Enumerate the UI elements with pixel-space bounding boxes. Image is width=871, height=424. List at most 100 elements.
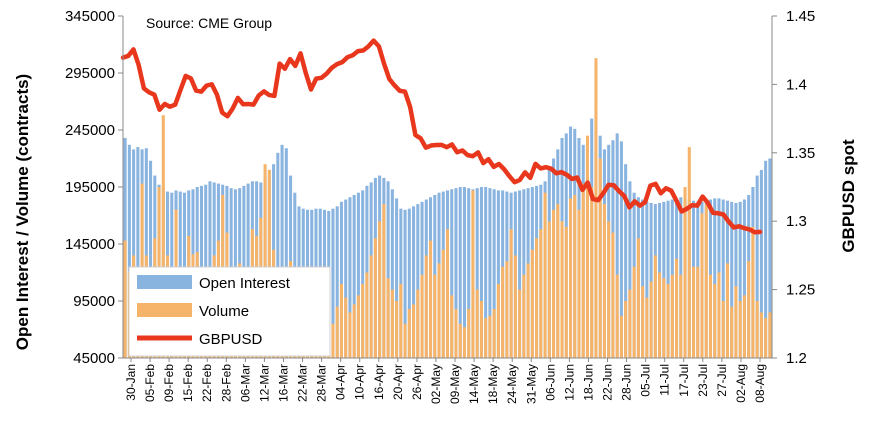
volume-bar <box>458 323 462 358</box>
volume-bar <box>768 312 772 358</box>
open-interest-bar <box>496 190 500 358</box>
x-tick-label: 22-Feb <box>200 364 214 402</box>
volume-bar <box>628 289 632 358</box>
volume-bar <box>730 306 734 358</box>
open-interest-bar <box>488 188 492 358</box>
x-tick-label: 11-Jul <box>658 364 672 396</box>
x-tick-label: 15-Feb <box>181 364 195 402</box>
open-interest-bar <box>641 199 645 358</box>
volume-bar <box>653 255 657 358</box>
volume-bar <box>386 278 390 358</box>
volume-bar <box>717 272 721 358</box>
volume-bar <box>373 238 377 358</box>
volume-bar <box>454 308 458 358</box>
volume-bar <box>365 272 369 358</box>
x-tick-label: 08-Aug <box>753 364 767 403</box>
x-tick-label: 20-Apr <box>391 364 405 400</box>
volume-bar <box>263 164 267 358</box>
x-tick-label: 18-May <box>486 364 500 404</box>
open-interest-bar <box>339 201 343 358</box>
open-interest-bar <box>645 201 649 358</box>
open-interest-bar <box>416 204 420 358</box>
legend-swatch-open-interest <box>137 275 192 289</box>
open-interest-bar <box>721 199 725 358</box>
legend-swatch-volume <box>137 303 192 317</box>
open-interest-bar <box>518 190 522 358</box>
volume-bar <box>518 289 522 358</box>
open-interest-bar <box>407 208 411 358</box>
volume-bar <box>742 295 746 358</box>
left-y-ticks: 345000 295000 245000 195000 145000 95000 45000 <box>65 8 123 367</box>
x-tick-label: 05-Feb <box>143 364 157 402</box>
volume-bar <box>619 315 623 358</box>
x-ticks: 30-Jan 05-Feb 09-Feb 15-Feb 22-Feb 28-Feb 06-M… <box>124 358 767 404</box>
volume-bar <box>615 274 619 358</box>
open-interest-bar <box>386 181 390 358</box>
x-tick-label: 04-Apr <box>334 364 348 400</box>
volume-bar <box>747 261 751 358</box>
volume-bar <box>649 281 653 358</box>
open-interest-bar <box>619 141 623 358</box>
open-interest-bar <box>475 188 479 358</box>
open-interest-bar <box>361 190 365 358</box>
x-tick-label: 02-Aug <box>734 364 748 403</box>
open-interest-bar <box>492 189 496 358</box>
volume-bar <box>585 135 589 358</box>
open-interest-bar <box>412 206 416 358</box>
right-y-tick-label: 1.35 <box>786 145 815 162</box>
left-y-tick-label: 195000 <box>65 179 115 196</box>
volume-bar <box>475 289 479 358</box>
right-y-tick-label: 1.25 <box>786 282 815 299</box>
right-y-axis-title: GBPUSD spot <box>839 139 858 253</box>
volume-bar <box>344 297 348 358</box>
volume-bar <box>725 263 729 358</box>
volume-bar <box>462 327 466 358</box>
volume-bar <box>437 263 441 358</box>
x-tick-label: 26-Apr <box>410 364 424 400</box>
x-tick-label: 12-Mar <box>257 364 271 402</box>
open-interest-bar <box>768 158 772 358</box>
volume-bar <box>441 249 445 358</box>
volume-bar <box>560 221 564 358</box>
volume-bar <box>467 308 471 358</box>
volume-bar <box>624 301 628 358</box>
x-tick-label: 24-May <box>505 364 519 404</box>
volume-bar <box>645 297 649 358</box>
volume-bar <box>543 192 547 358</box>
volume-bar <box>267 169 271 358</box>
volume-bar <box>594 58 598 359</box>
volume-bar <box>764 318 768 358</box>
volume-bar <box>751 226 755 358</box>
open-interest-bar <box>742 199 746 358</box>
volume-bar <box>721 301 725 358</box>
x-tick-label: 02-May <box>429 364 443 404</box>
volume-bar <box>704 204 708 358</box>
volume-bar <box>607 221 611 358</box>
x-tick-label: 14-May <box>467 364 481 404</box>
volume-bar <box>602 204 606 358</box>
volume-bar <box>598 158 602 358</box>
open-interest-bar <box>479 187 483 358</box>
open-interest-bar <box>666 200 670 358</box>
volume-bar <box>692 266 696 358</box>
volume-bar <box>403 323 407 358</box>
volume-bar <box>641 286 645 358</box>
x-tick-label: 31-May <box>524 364 538 404</box>
volume-bar <box>361 283 365 358</box>
right-y-tick-label: 1.2 <box>786 350 807 367</box>
open-interest-bar <box>365 185 369 358</box>
volume-bar <box>378 221 382 358</box>
volume-bar <box>526 263 530 358</box>
volume-bar <box>539 229 543 358</box>
right-y-tick-label: 1.4 <box>786 76 807 93</box>
x-tick-label: 27-Jul <box>715 364 729 397</box>
volume-bar <box>590 187 594 358</box>
x-tick-label: 06-Jun <box>543 364 557 401</box>
volume-bar <box>488 315 492 358</box>
volume-bar <box>675 258 679 358</box>
x-tick-label: 17-Jul <box>677 364 691 397</box>
open-interest-bar <box>730 201 734 358</box>
volume-bar <box>636 238 640 358</box>
volume-bar <box>501 266 505 358</box>
